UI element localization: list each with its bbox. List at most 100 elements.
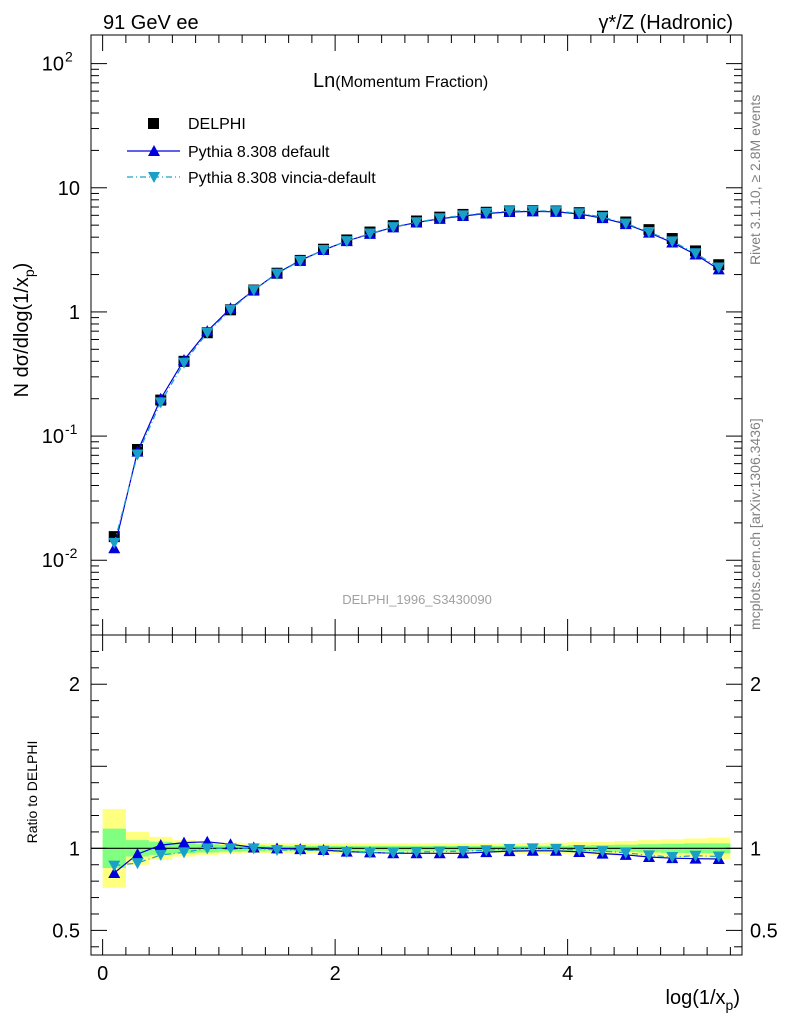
ratio-point-default [131, 848, 144, 860]
data-point-vincia [457, 210, 469, 222]
data-point-vincia [689, 248, 702, 260]
ratio-point-vincia [247, 843, 260, 855]
legend-label-delphi: DELPHI [188, 116, 246, 133]
ratio-point-vincia [317, 845, 330, 857]
legend-label-default: Pythia 8.308 default [188, 144, 330, 161]
data-point-vincia [619, 218, 632, 230]
data-point-vincia [340, 236, 353, 248]
data-point-vincia [480, 207, 493, 219]
x-tick-label: 4 [562, 963, 573, 985]
panel-title-main: Ln [313, 70, 335, 92]
mcplots-label: mcplots.cern.ch [arXiv:1306.3436] [747, 418, 763, 630]
x-tick-label: 2 [330, 963, 341, 985]
data-point-vincia [433, 213, 446, 225]
y-axis-label-bottom: Ratio to DELPHI [24, 741, 40, 844]
ratio-point-vincia [131, 858, 144, 870]
data-point-vincia [317, 245, 330, 257]
data-point-vincia [178, 357, 190, 369]
legend-marker-vincia [148, 172, 160, 183]
panel-title: Ln(Momentum Fraction) [313, 70, 488, 92]
data-point-vincia [596, 212, 609, 224]
data-point-vincia [643, 227, 655, 239]
ratio-point-vincia [294, 844, 307, 856]
analysis-label: DELPHI_1996_S3430090 [342, 592, 492, 607]
ratio-point-vincia [457, 846, 469, 858]
ratio-point-vincia [643, 850, 655, 862]
series-line-default [113, 210, 720, 549]
ratio-point-vincia [573, 844, 586, 856]
legend-marker-default [148, 145, 160, 156]
data-point-vincia [666, 236, 679, 248]
rivet-label: Rivet 3.1.10, ≥ 2.8M events [747, 95, 763, 265]
ratio-point-vincia [666, 852, 679, 864]
data-point-vincia [224, 304, 237, 316]
ratio-point-vincia [364, 847, 376, 859]
y-axis-label-top: N dσ/dlog(1/xp) [11, 263, 37, 398]
ratio-point-vincia [154, 849, 167, 861]
ratio-point-vincia [340, 846, 353, 858]
data-point-vincia [364, 228, 376, 240]
data-point-delphi [108, 531, 120, 543]
data-point-vincia [712, 262, 725, 274]
y-tick-label-top: 10 [58, 178, 80, 200]
y-tick-label-bottom-right: 0.5 [750, 920, 778, 942]
x-axis-label: log(1/xp) [666, 987, 741, 1013]
y-tick-label-bottom: 1 [69, 838, 80, 860]
data-point-vincia [410, 217, 423, 229]
ratio-point-default [108, 866, 121, 878]
ratio-point-vincia [410, 846, 423, 858]
ratio-point-default [178, 836, 190, 848]
data-point-vincia [108, 537, 121, 549]
y-tick-label-top: 10 [42, 550, 64, 572]
ratio-point-vincia [526, 843, 539, 855]
bottom-panel-frame [90, 634, 743, 956]
ratio-point-vincia [480, 845, 493, 857]
y-tick-label-top: 10 [42, 54, 64, 76]
y-tick-label-top-exp: 2 [65, 49, 73, 65]
data-point-vincia [294, 255, 307, 267]
y-tick-label-top: 1 [69, 302, 80, 324]
ratio-point-vincia [271, 844, 283, 856]
y-tick-label-bottom: 0.5 [52, 920, 80, 942]
ratio-point-vincia [550, 843, 562, 855]
ratio-point-vincia [619, 847, 632, 859]
data-point-vincia [550, 206, 562, 218]
data-point-vincia [387, 222, 400, 234]
data-point-vincia [131, 449, 144, 461]
data-point-vincia [247, 285, 260, 297]
ratio-point-vincia [387, 847, 400, 859]
plot-frames [90, 34, 743, 956]
ratio-point-vincia [503, 843, 516, 855]
ratio-point-vincia [712, 851, 725, 863]
data-point-vincia [503, 206, 516, 218]
ratio-point-vincia [224, 843, 237, 855]
series-line-vincia [113, 209, 720, 544]
ratio-point-vincia [108, 860, 121, 872]
header-left: 91 GeV ee [103, 12, 199, 34]
data-point-vincia [201, 327, 214, 339]
y-tick-label-bottom: 2 [69, 674, 80, 696]
legend: DELPHI Pythia 8.308 default Pythia 8.308… [127, 116, 376, 187]
ratio-point-vincia [433, 846, 446, 858]
series-layer [108, 205, 725, 878]
panel-title-sub: (Momentum Fraction) [335, 74, 488, 91]
ratio-point-vincia [178, 847, 190, 859]
x-tick-label: 0 [97, 963, 108, 985]
ratio-point-vincia [201, 843, 214, 855]
ratio-point-vincia [689, 850, 702, 862]
data-point-vincia [573, 208, 586, 220]
ratio-point-vincia [596, 846, 609, 858]
ratio-point-default [154, 839, 167, 851]
data-point-vincia [154, 397, 167, 409]
legend-marker-delphi [148, 118, 159, 129]
header-right: γ*/Z (Hadronic) [599, 12, 733, 34]
y-tick-label-top-exp: -1 [65, 421, 78, 437]
y-tick-label-bottom-right: 1 [750, 838, 761, 860]
data-point-vincia [526, 205, 539, 217]
legend-label-vincia: Pythia 8.308 vincia-default [188, 170, 376, 187]
y-tick-label-top-exp: -2 [65, 545, 78, 561]
y-tick-label-bottom-right: 2 [750, 674, 761, 696]
y-tick-label-top: 10 [42, 426, 64, 448]
